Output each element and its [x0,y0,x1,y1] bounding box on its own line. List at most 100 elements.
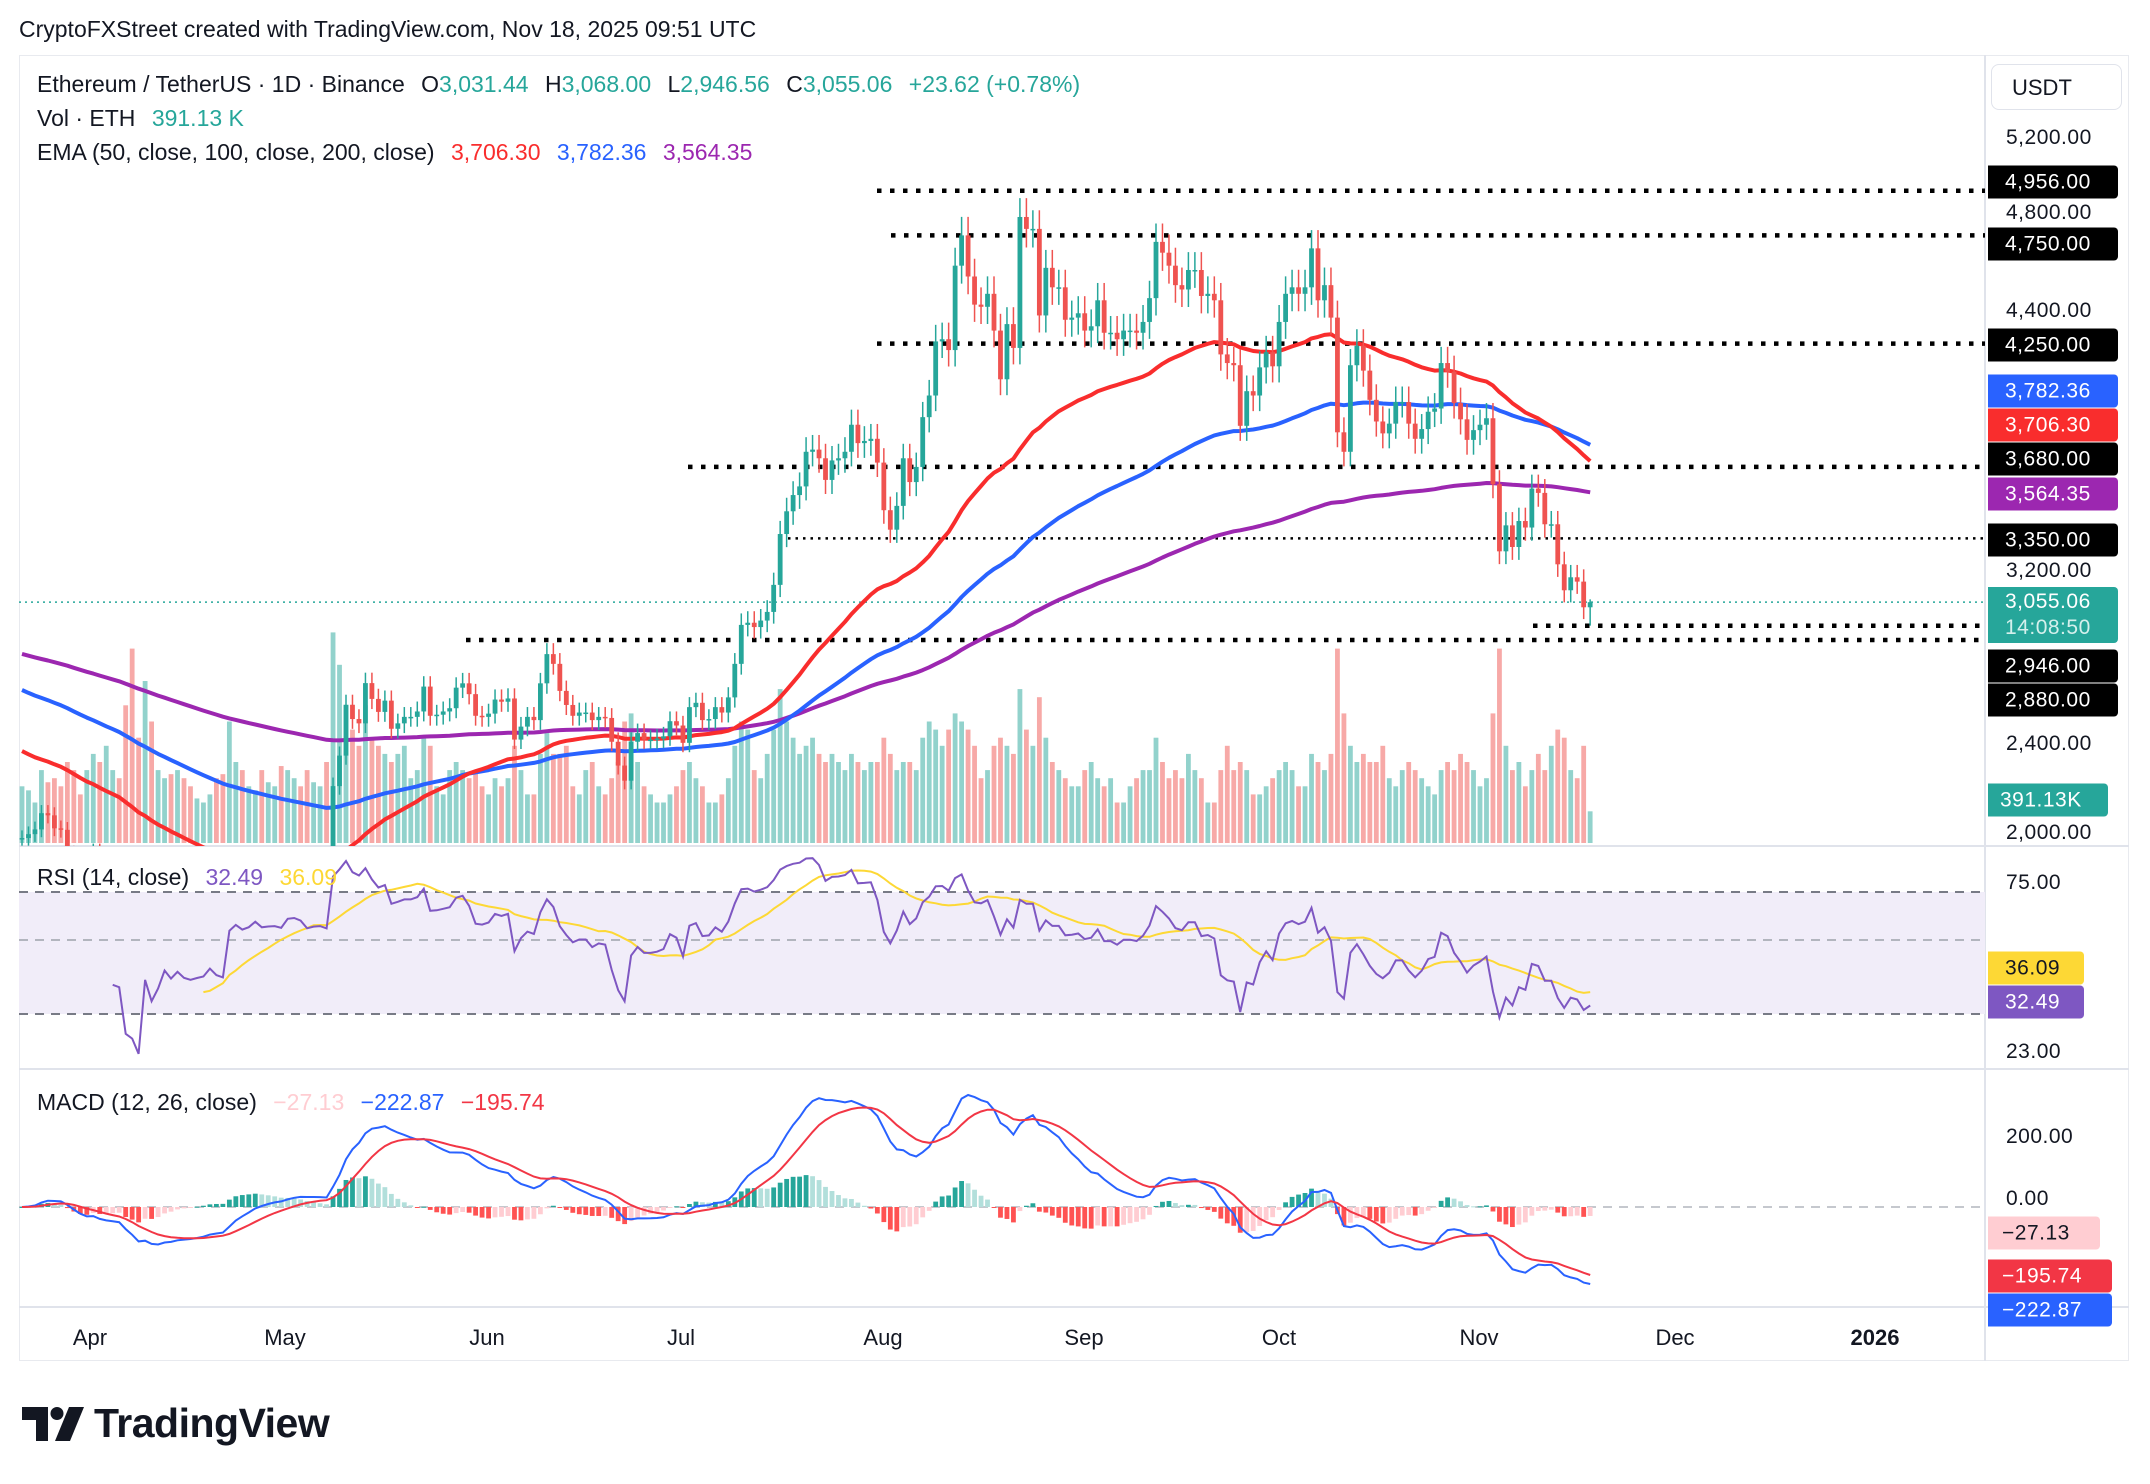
macd-histogram-bar [1153,1205,1159,1207]
volume-bar [745,729,751,843]
macd-histogram-bar [836,1195,841,1207]
volume-bar [803,745,809,843]
volume-bar [920,737,926,843]
macd-histogram-bar [1419,1207,1425,1215]
volume-bar [1419,778,1425,843]
macd-histogram-bar [317,1203,323,1207]
volume-bar [1354,762,1360,843]
macd-histogram-bar [771,1187,777,1207]
candle-body [1108,332,1114,335]
macd-histogram-bar [725,1201,731,1207]
candle-body [1036,228,1042,316]
volume-bar [855,762,861,843]
volume-bar [1309,753,1314,843]
volume-bar [978,778,984,843]
volume-bar [1088,762,1094,843]
macd-histogram-bar [1030,1203,1036,1207]
volume-bar [1062,778,1068,843]
volume-bar [285,770,291,843]
macd-histogram-bar [1360,1207,1366,1218]
volume-label[interactable]: Vol · ETH [37,105,136,131]
macd-line [21,1093,1591,1285]
candle-body [1302,287,1308,294]
candle-body [1568,577,1574,591]
price-pane [19,188,1985,846]
tradingview-logo[interactable]: TradingView [22,1400,330,1447]
price-axis-label: 5,200.00 [2006,126,2092,149]
macd-histogram-bar [1218,1207,1224,1219]
volume-bar [933,729,939,843]
candle-body [447,708,453,712]
macd-histogram-bar [201,1205,206,1207]
macd-histogram-bar [803,1175,809,1207]
candle-body [622,765,628,781]
macd-histogram-bar [304,1201,310,1207]
volume-bar [90,753,96,843]
candle-body [460,683,466,688]
volume-bar [414,770,420,843]
last-price-tag: 3,055.06 14:08:50 [1988,587,2118,643]
volume-bar [265,782,271,843]
volume-bar [395,753,401,843]
macd-histogram-bar [1205,1207,1211,1210]
volume-bar [1380,745,1386,843]
macd-histogram-bar [414,1207,420,1208]
macd-histogram-bar [1432,1207,1438,1208]
currency-button[interactable]: USDT [1991,64,2122,110]
macd-histogram-bar [900,1207,906,1228]
candle-body [1335,317,1340,433]
macd-histogram-bar [1011,1207,1016,1223]
price-tag: 2,880.00 [1988,683,2118,717]
ema200-line [21,481,1591,743]
macd-histogram-bar [285,1197,291,1207]
macd-histogram-bar [421,1206,427,1208]
volume-bar [952,713,958,843]
candle-body [738,624,744,664]
volume-bar [1250,794,1256,843]
macd-histogram-bar [356,1178,362,1207]
macd-histogram-bar [1257,1207,1263,1226]
candle-body [1192,270,1198,272]
volume-bar [19,786,25,843]
ema-label[interactable]: EMA (50, close, 100, close, 200, close) [37,139,435,165]
volume-bar [317,786,323,843]
macd-label[interactable]: MACD (12, 26, close) [37,1089,257,1115]
rsi-legend: RSI (14, close) 32.49 36.09 [37,864,347,891]
price-tag: 4,750.00 [1988,227,2118,261]
macd-histogram-bar [220,1203,226,1207]
candle-body [674,721,679,726]
candle-body [933,341,939,396]
candle-body [758,620,764,628]
ema100-line [21,400,1592,810]
volume-bar [1049,762,1055,843]
volume-bar [687,762,692,843]
macd-histogram-bar [1276,1207,1282,1211]
candle-body [434,714,440,717]
macd-histogram-bar [862,1205,867,1207]
macd-histogram-bar [531,1207,537,1219]
volume-bar [615,762,621,843]
candle-body [473,694,478,716]
volume-bar [1036,697,1042,843]
candle-body [1011,324,1016,348]
candle-body [19,838,25,840]
candle-body [1095,300,1101,327]
time-axis-label: Jun [469,1325,505,1350]
macd-histogram-bar [712,1201,718,1207]
macd-histogram-bar [1283,1202,1288,1207]
rsi-label[interactable]: RSI (14, close) [37,864,190,890]
volume-bar [1198,778,1204,843]
macd-histogram-bar [538,1207,543,1215]
volume-bar [797,753,802,843]
volume-bar [1367,762,1373,843]
candle-body [531,716,537,721]
macd-histogram-bar [116,1207,122,1213]
volume-bar [1134,778,1139,843]
macd-histogram-bar [751,1188,757,1207]
symbol-title[interactable]: Ethereum / TetherUS · 1D · Binance [37,71,405,97]
volume-bar [1510,770,1515,843]
macd-histogram-bar [499,1207,504,1217]
candle-body [1322,285,1327,301]
candle-body [907,458,913,483]
